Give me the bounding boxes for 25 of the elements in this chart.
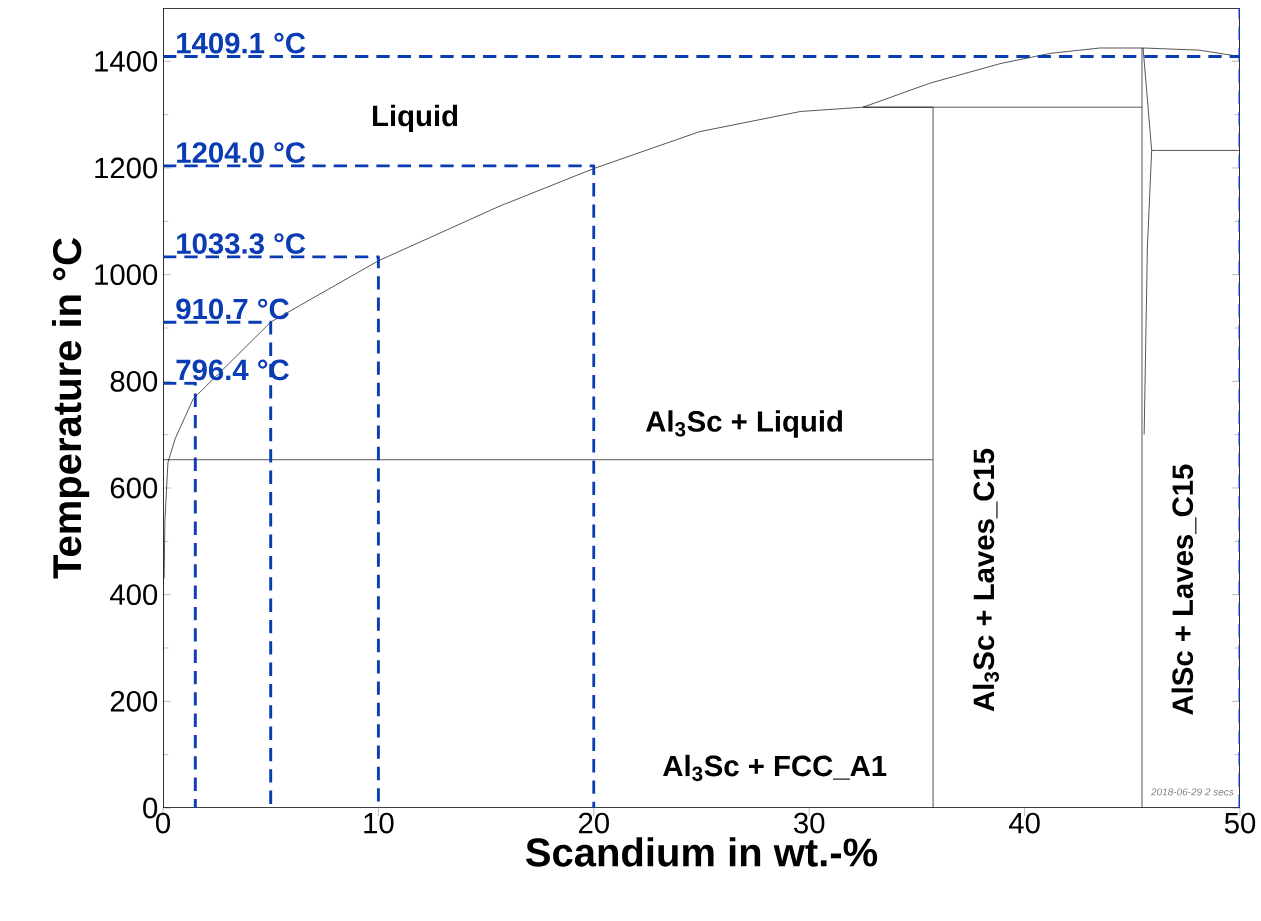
annotation: Al$_{3}$Sc + Laves_C15 bbox=[972, 448, 999, 712]
y-tick-label: 400 bbox=[110, 584, 158, 606]
x-tick-label: 30 bbox=[793, 812, 825, 834]
y-tick-label: 600 bbox=[110, 477, 158, 499]
annotation: AlSc + Laves_C15 bbox=[1171, 464, 1197, 715]
y-tick-label: 1200 bbox=[95, 157, 158, 179]
ref-line-label: 1409.1 °C bbox=[177, 32, 306, 54]
y-tick-label: 1400 bbox=[95, 50, 158, 72]
y-tick-label: 1000 bbox=[95, 264, 158, 286]
y-tick-label: 800 bbox=[110, 370, 158, 392]
annotation: Liquid bbox=[372, 104, 458, 133]
annotation: Al$_{3}$Sc + FCC_A1 bbox=[663, 754, 887, 782]
annotation: Al$_{3}$Sc + Liquid bbox=[645, 410, 842, 438]
y-axis-title: Temperature in °C bbox=[51, 238, 90, 579]
y-tick-label: 0 bbox=[143, 797, 158, 819]
data-label: 1033.3 °C bbox=[177, 233, 306, 254]
data-label: 1204.0 °C bbox=[177, 142, 306, 163]
x-tick-label: 20 bbox=[578, 812, 609, 834]
x-axis-title: Scandium in wt.-% bbox=[525, 837, 878, 867]
annotation: 2018-06-29 2 secs bbox=[1150, 788, 1234, 796]
data-label: 910.7 °C bbox=[176, 298, 289, 320]
x-tick-label: 50 bbox=[1224, 812, 1256, 834]
x-tick-label: 40 bbox=[1008, 812, 1040, 834]
x-tick-label: 10 bbox=[364, 812, 394, 834]
y-tick-label: 200 bbox=[110, 690, 158, 712]
